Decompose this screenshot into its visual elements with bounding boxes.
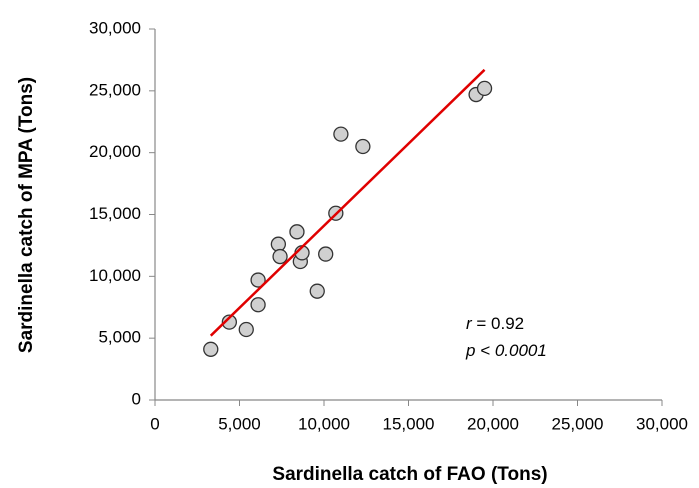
point — [289, 224, 305, 240]
y-tick-label: 0 — [132, 389, 141, 408]
y-tick-label: 25,000 — [89, 80, 141, 99]
point — [238, 321, 254, 338]
y-tick-label: 10,000 — [89, 266, 141, 285]
annotation-part: r — [466, 314, 473, 333]
point — [309, 283, 325, 299]
point — [250, 272, 266, 288]
y-tick-label: 5,000 — [98, 328, 141, 347]
x-tick-label: 15,000 — [383, 414, 435, 433]
point — [355, 138, 371, 155]
x-tick-label: 30,000 — [636, 414, 688, 433]
point — [272, 248, 288, 265]
point — [333, 126, 349, 142]
point — [203, 341, 219, 357]
annotation: p < 0.0001 — [465, 341, 547, 360]
x-tick-label: 25,000 — [552, 414, 604, 433]
y-tick-label: 15,000 — [89, 204, 141, 223]
y-tick-label: 30,000 — [89, 18, 141, 37]
x-axis-title: Sardinella catch of FAO (Tons) — [272, 464, 547, 485]
annotation-part: = 0.92 — [472, 314, 524, 333]
x-tick-label: 10,000 — [298, 414, 350, 433]
point — [250, 297, 266, 313]
annotation: r = 0.92 — [466, 314, 524, 333]
point — [221, 314, 238, 330]
x-tick-label: 5,000 — [218, 414, 261, 433]
point — [318, 246, 334, 262]
fit-line — [209, 68, 486, 337]
y-axis-title: Sardinella catch of MPA (Tons) — [16, 77, 37, 353]
x-tick-label: 20,000 — [467, 414, 519, 433]
x-tick-label: 0 — [150, 414, 159, 433]
y-tick-label: 20,000 — [89, 142, 141, 161]
point — [270, 236, 287, 252]
point — [476, 80, 493, 97]
annotation-part: p < 0.0001 — [465, 341, 547, 360]
